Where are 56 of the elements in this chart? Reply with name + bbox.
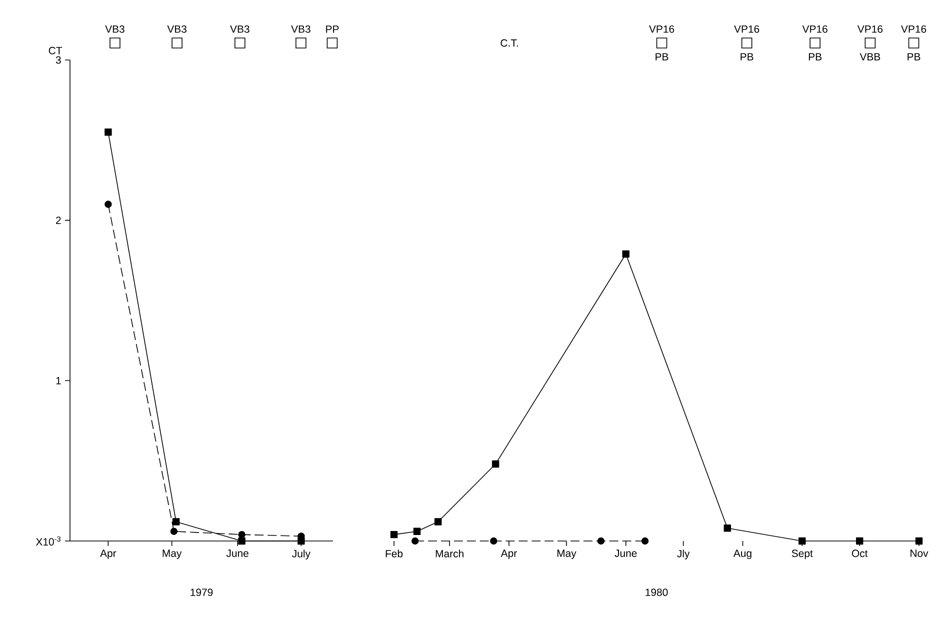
text: VP16: [649, 25, 674, 33]
point: [413, 528, 421, 535]
x-axis-title: 1979: [190, 588, 213, 596]
x-tick-label: July: [292, 550, 310, 560]
annotation: PB: [808, 53, 822, 60]
point: [798, 537, 806, 545]
annotation: VBB: [860, 53, 880, 60]
text: VP16: [901, 25, 926, 33]
x-tick-label: June: [226, 550, 248, 557]
point: [724, 524, 732, 532]
y-tick-label: 2: [56, 216, 61, 224]
point: [170, 528, 178, 535]
text: VP16: [734, 25, 760, 33]
x-tick-label: Apr: [100, 550, 116, 560]
point: [597, 537, 605, 545]
text: VB3: [291, 25, 310, 33]
text: VP16: [857, 25, 883, 33]
x-tick-label: May: [557, 550, 576, 560]
text: PP: [326, 26, 339, 33]
text: VB3: [167, 25, 186, 33]
y-tick-label: X10$^{-3}$: [36, 536, 60, 546]
text: C.T.: [500, 39, 518, 47]
point: [492, 460, 500, 468]
x-tick-label: Apr: [500, 550, 517, 560]
x-tick-label: March: [436, 550, 464, 558]
point: [238, 537, 246, 545]
x-tick-label: Aug: [733, 550, 752, 560]
annotation: PB: [656, 53, 668, 60]
text: VB3: [105, 25, 124, 33]
y-axis-title: CT: [48, 46, 62, 54]
y-tick-label: 1: [56, 377, 61, 384]
point: [434, 518, 442, 526]
point: [490, 537, 498, 545]
point: [238, 530, 246, 538]
point: [104, 200, 112, 208]
point: [915, 537, 923, 545]
x-tick-label: June: [614, 550, 637, 557]
x-axis-title: 1980: [646, 588, 668, 596]
text: VB3: [230, 25, 250, 33]
annotation: PB: [908, 53, 920, 60]
x-tick-label: Sept: [792, 550, 813, 560]
point: [411, 537, 419, 545]
annotation: PB: [740, 53, 754, 60]
point: [172, 518, 180, 526]
point: [856, 537, 864, 545]
x-tick-label: May: [162, 550, 182, 560]
y-tick-label: 3: [56, 56, 61, 64]
x-tick-label: Nov: [910, 550, 928, 557]
x-tick-label: Feb: [386, 550, 403, 558]
point: [622, 250, 630, 258]
x-tick-label: Jly: [677, 550, 690, 560]
text: VP16: [802, 25, 828, 33]
x-tick-label: Oct: [852, 550, 868, 558]
point: [390, 530, 398, 538]
point: [104, 128, 112, 136]
point: [641, 537, 649, 545]
